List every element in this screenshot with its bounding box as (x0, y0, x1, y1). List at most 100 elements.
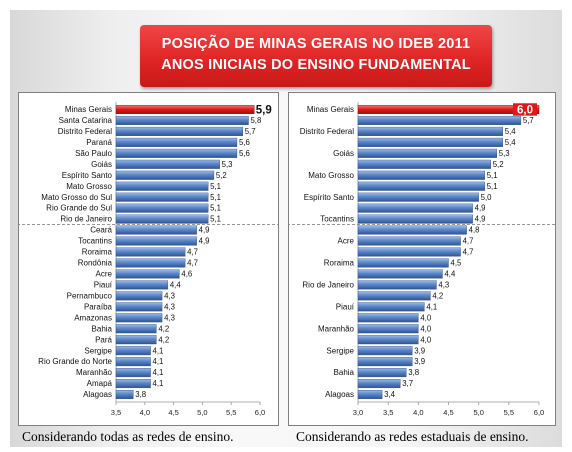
bar (357, 302, 425, 312)
category-label: Mato Grosso do Sul (41, 193, 112, 202)
bar (115, 203, 209, 213)
bar (357, 159, 491, 169)
value-label: 5,8 (250, 116, 261, 125)
category-label: Espírito Santo (304, 193, 355, 202)
value-label: 4,2 (158, 324, 169, 333)
chart-panel-all-networks: 3,5 4,0 4,5 5,0 5,5 6,0 Minas Gerais 5,9 Santa C… (18, 92, 279, 426)
bar (357, 313, 419, 323)
bar (115, 148, 238, 158)
value-label: 4,7 (463, 237, 474, 246)
value-label: 3,9 (414, 357, 425, 366)
bar (357, 192, 479, 202)
bar (357, 258, 449, 268)
value-label: 5,0 (481, 193, 493, 202)
x-tick-label: 3,5 (383, 408, 393, 417)
bar (357, 126, 504, 136)
value-label: 4,0 (420, 335, 432, 344)
category-label: Rio de Janeiro (302, 280, 354, 289)
value-label: 5,1 (487, 182, 498, 191)
bar (357, 236, 461, 246)
bar (115, 335, 157, 345)
value-label: 4,1 (153, 346, 164, 355)
category-label: Rio de Janeiro (60, 215, 112, 224)
category-label: Piauí (94, 280, 113, 289)
value-label: 4,4 (444, 270, 456, 279)
bar (115, 236, 197, 246)
value-label: 5,2 (493, 160, 504, 169)
category-label: Acre (96, 270, 113, 279)
bar (357, 291, 431, 301)
category-label: Acre (338, 237, 355, 246)
x-tick-label: 5,5 (226, 408, 236, 417)
bar (357, 335, 419, 345)
value-label: 4,3 (164, 291, 175, 300)
category-label: Minas Gerais (307, 105, 354, 114)
category-label: Roraima (82, 248, 113, 257)
category-label: Rondônia (78, 259, 113, 268)
bar (115, 379, 151, 389)
bar (115, 247, 186, 257)
bar (357, 214, 473, 224)
value-label: 4,7 (187, 248, 198, 257)
value-label: 4,2 (158, 335, 169, 344)
bar (115, 214, 209, 224)
bar (357, 203, 473, 213)
value-label: 4,9 (199, 226, 210, 235)
value-label: 4,2 (432, 291, 443, 300)
x-tick-label: 4,5 (168, 408, 178, 417)
value-label: 4,5 (451, 259, 463, 268)
value-label: 6,0 (517, 105, 533, 117)
value-label: 3,9 (414, 346, 425, 355)
value-label: 5,6 (239, 138, 250, 147)
value-label: 4,3 (164, 302, 175, 311)
category-label: Bahia (92, 324, 113, 333)
category-label: Tocantins (320, 215, 354, 224)
value-label: 4,3 (438, 280, 449, 289)
value-label: 4,4 (170, 280, 182, 289)
category-label: Sergipe (84, 346, 112, 355)
bar (115, 269, 180, 279)
value-label: 5,1 (487, 171, 498, 180)
category-label: Ceará (90, 226, 112, 235)
value-label: 5,1 (210, 193, 221, 202)
bar (115, 258, 186, 268)
value-label: 5,4 (505, 127, 517, 136)
category-label: Pará (95, 335, 112, 344)
x-tick-label: 5,5 (504, 408, 514, 417)
category-label: Espírito Santo (62, 171, 113, 180)
x-tick-label: 4,0 (413, 408, 423, 417)
category-label: Santa Catarina (59, 116, 113, 125)
bar (115, 115, 249, 125)
category-label: Maranhão (318, 324, 355, 333)
value-label: 5,4 (505, 138, 517, 147)
bar (357, 368, 407, 378)
x-tick-label: 4,0 (140, 408, 150, 417)
category-label: Mato Grosso (308, 171, 354, 180)
bar (115, 225, 197, 235)
value-label: 5,1 (210, 204, 221, 213)
value-label: 4,9 (475, 204, 486, 213)
category-label: Alagoas (325, 390, 354, 399)
bar (357, 170, 485, 180)
bar (357, 225, 467, 235)
bar (115, 159, 220, 169)
category-label: São Paulo (75, 149, 112, 158)
title-line-1: POSIÇÃO DE MINAS GERAIS NO IDEB 2011 (161, 36, 471, 52)
chart-all-networks: 3,5 4,0 4,5 5,0 5,5 6,0 Minas Gerais 5,9 Santa C… (19, 102, 278, 417)
category-label: Rio Grande do Sul (46, 204, 112, 213)
bar (357, 379, 401, 389)
bar (115, 313, 163, 323)
bar (357, 115, 522, 125)
category-label: Mato Grosso (66, 182, 112, 191)
category-label: Rio Grande do Norte (38, 357, 112, 366)
chart-panel-state-networks: 3,0 3,5 4,0 4,5 5,0 5,5 6,0 Minas Gerais 6,0 5,7 D… (288, 92, 556, 426)
bar (357, 324, 419, 334)
bar (115, 368, 151, 378)
bar (115, 280, 169, 290)
bar (357, 280, 437, 290)
bar (115, 324, 157, 334)
category-label: Goiás (91, 160, 112, 169)
category-label: Paraíba (84, 302, 113, 311)
value-label: 4,1 (153, 379, 164, 388)
value-label: 5,7 (245, 127, 256, 136)
